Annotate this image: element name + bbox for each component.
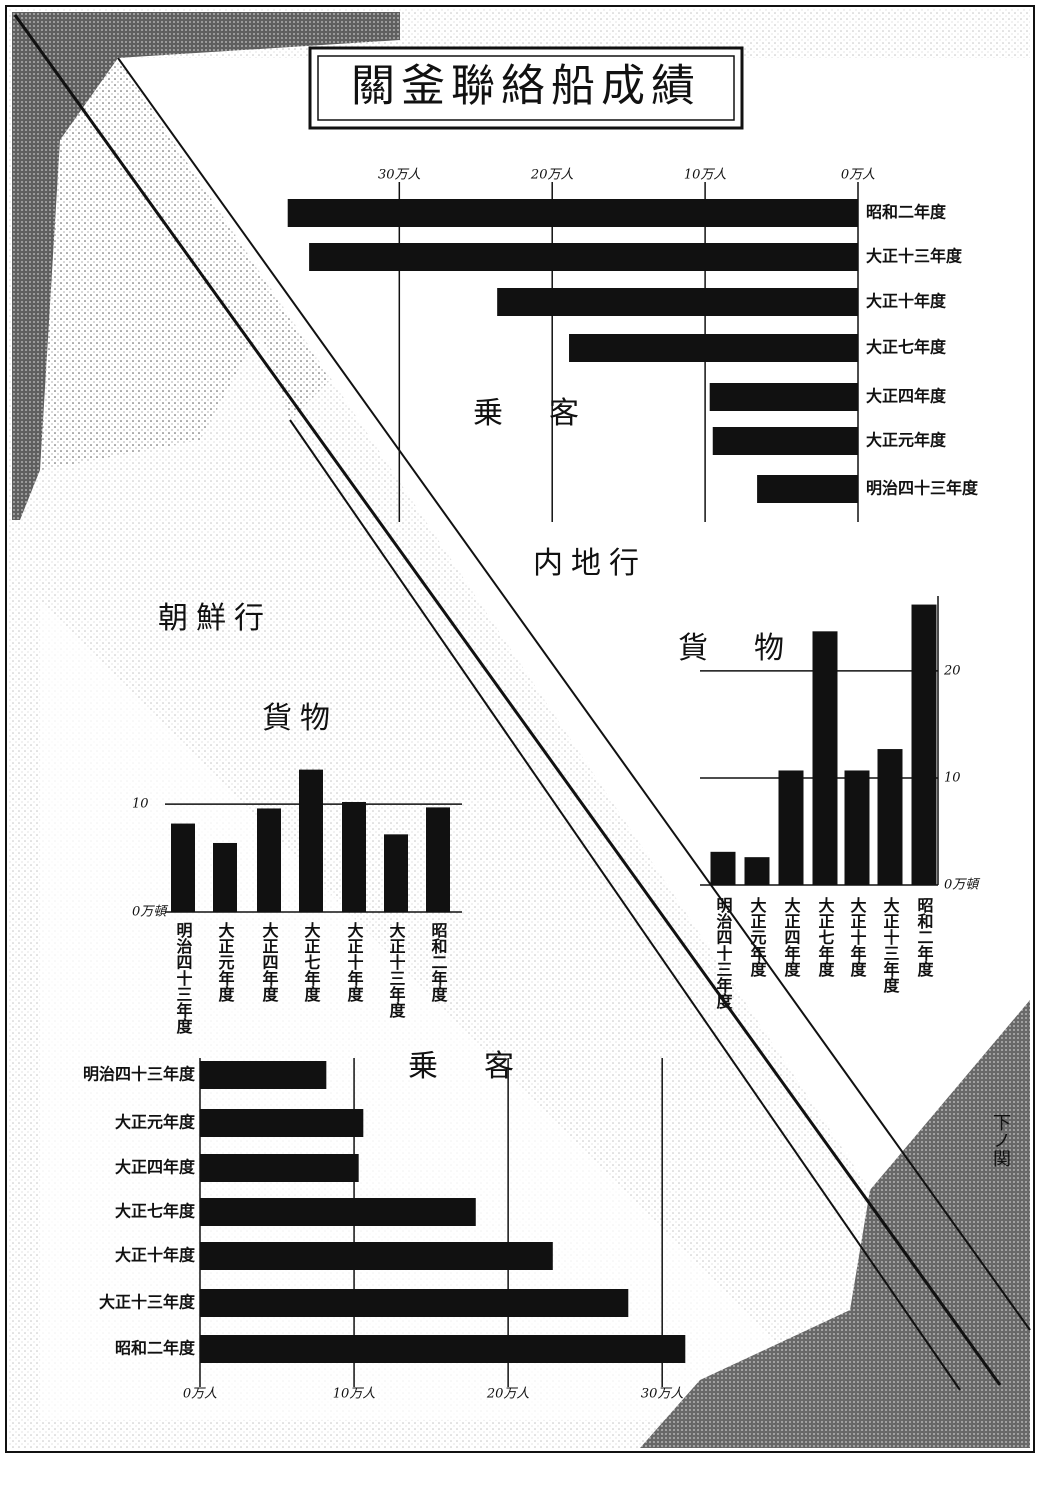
- category-label: 昭和二年度: [866, 203, 947, 222]
- bar: [200, 1154, 359, 1182]
- bar: [812, 631, 838, 885]
- bar: [569, 334, 858, 362]
- bar: [712, 427, 858, 455]
- chart-subtitle: 乗 客: [408, 1049, 522, 1084]
- bar: [299, 769, 323, 912]
- bar: [911, 604, 937, 885]
- category-label: 大正十年度: [848, 896, 867, 978]
- bar: [384, 834, 408, 912]
- category-label: 大正十年度: [866, 292, 947, 311]
- x-tick-label: 0万人: [841, 168, 875, 183]
- category-label: 大正十年度: [115, 1246, 196, 1265]
- category-label: 大正七年度: [866, 338, 947, 357]
- x-tick-label: 10万人: [684, 168, 727, 183]
- category-label: 大正元年度: [216, 921, 235, 1003]
- bar: [744, 857, 770, 885]
- y-tick-label: 20: [943, 663, 961, 678]
- y-tick-label: 10: [944, 770, 961, 785]
- bar: [200, 1061, 327, 1089]
- bar: [877, 749, 903, 885]
- category-label: 明治四十三年度: [83, 1065, 196, 1084]
- category-label: 大正十三年度: [387, 921, 406, 1019]
- x-tick-label: 10万人: [333, 1387, 376, 1402]
- bar: [200, 1289, 629, 1317]
- category-label: 大正十年度: [345, 921, 364, 1003]
- category-label: 昭和二年度: [429, 922, 448, 1003]
- title-box: 關釜聯絡船成績: [308, 46, 744, 130]
- category-label: 明治四十三年度: [714, 897, 733, 1010]
- chart-subtitle: 貨物: [262, 701, 338, 736]
- category-label: 明治四十三年度: [866, 479, 979, 498]
- bar: [709, 383, 858, 411]
- y-tick-label: 0万頓: [132, 905, 168, 920]
- direction-label: 朝鮮行: [158, 601, 272, 636]
- bar: [342, 801, 366, 912]
- category-label: 昭和二年度: [915, 897, 934, 978]
- x-tick-label: 0万人: [183, 1387, 217, 1402]
- bar: [426, 807, 450, 912]
- x-tick-label: 20万人: [530, 168, 574, 183]
- bar: [213, 842, 237, 912]
- category-label: 大正七年度: [115, 1202, 196, 1221]
- bar: [200, 1335, 686, 1363]
- bar: [778, 770, 804, 885]
- category-label: 大正十三年度: [866, 247, 963, 266]
- bar: [287, 199, 858, 227]
- category-label: 大正七年度: [302, 921, 321, 1003]
- category-label: 明治四十三年度: [174, 922, 193, 1035]
- bar: [844, 770, 870, 885]
- bar: [257, 808, 281, 912]
- bar: [497, 288, 858, 316]
- category-label: 大正七年度: [816, 896, 835, 978]
- bar: [200, 1198, 476, 1226]
- category-label: 大正四年度: [260, 921, 279, 1003]
- category-label: 大正十三年度: [881, 896, 900, 994]
- x-tick-label: 30万人: [641, 1387, 684, 1402]
- bar: [200, 1109, 364, 1137]
- bar: [200, 1242, 553, 1270]
- category-label: 大正四年度: [115, 1158, 196, 1177]
- y-tick-label: 10: [132, 797, 149, 812]
- x-tick-label: 30万人: [378, 168, 421, 183]
- chart-subtitle: 乗 客: [473, 396, 587, 431]
- chart-title: 關釜聯絡船成績: [351, 61, 701, 112]
- bar: [757, 475, 858, 503]
- category-label: 大正四年度: [866, 387, 947, 406]
- y-tick-label: 0万頓: [944, 878, 980, 893]
- bar: [309, 243, 858, 271]
- bar: [171, 823, 195, 912]
- x-tick-label: 20万人: [486, 1387, 530, 1402]
- direction-label: 内地行: [533, 546, 647, 581]
- chart-subtitle: 貨 物: [678, 631, 792, 666]
- category-label: 大正元年度: [115, 1113, 196, 1132]
- category-label: 大正四年度: [782, 896, 801, 978]
- category-label: 大正十三年度: [99, 1293, 196, 1312]
- place-label: 下ノ関: [990, 1113, 1011, 1167]
- category-label: 大正元年度: [748, 896, 767, 978]
- category-label: 大正元年度: [866, 431, 947, 450]
- category-label: 昭和二年度: [115, 1339, 196, 1358]
- bar: [710, 851, 736, 885]
